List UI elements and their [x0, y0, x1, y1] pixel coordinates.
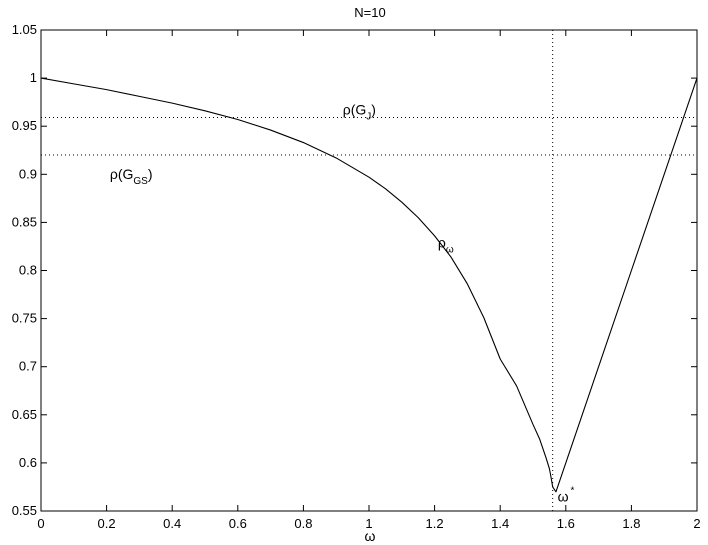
y-tick-label: 0.55: [12, 503, 37, 518]
annotation-rho-ggs: ρ(GGS): [110, 166, 153, 187]
x-tick-label: 2: [693, 516, 700, 531]
y-tick-label: 1.05: [12, 22, 37, 37]
annotation-base: ω: [558, 488, 569, 504]
x-tick-label: 0.6: [229, 516, 247, 531]
annotation-tail: ): [371, 102, 376, 118]
x-tick-label: 0.8: [294, 516, 312, 531]
annotation-superscript: *: [571, 485, 575, 496]
y-tick-label: 0.65: [12, 407, 37, 422]
y-tick-label: 1: [30, 70, 37, 85]
annotation-subscript: ω: [446, 244, 454, 255]
annotation-tail: ): [148, 166, 153, 182]
series-line-rho-omega: [40, 77, 698, 493]
x-tick-label: 0.4: [163, 516, 181, 531]
y-tick-label: 0.6: [19, 455, 37, 470]
y-tick-label: 0.9: [19, 166, 37, 181]
y-axis-ticks: 0.55 0.6 0.65 0.7 0.75 0.8 0.85 0.9 0.95 1 1.05: [12, 22, 697, 518]
annotation-subscript: J: [366, 112, 371, 123]
annotation-base: ρ(G: [110, 166, 134, 182]
annotation-subscript: GS: [133, 176, 148, 187]
x-tick-label: 1.6: [557, 516, 575, 531]
x-tick-label: 1.8: [622, 516, 640, 531]
y-tick-label: 0.7: [19, 359, 37, 374]
x-tick-label: 1: [365, 516, 372, 531]
annotation-layer: ρ(GJ)ρ(GGS)ρωω *: [110, 102, 575, 505]
annotation-rho-gj: ρ(GJ): [343, 102, 376, 123]
reference-lines: [41, 30, 697, 511]
y-tick-label: 0.75: [12, 311, 37, 326]
series-layer: [40, 77, 698, 493]
annotation-base: ρ(G: [343, 102, 367, 118]
x-tick-label: 1.4: [491, 516, 509, 531]
annotation-rho-omega: ρω: [438, 234, 454, 255]
x-axis-label: ω: [365, 528, 376, 544]
y-tick-label: 0.8: [19, 263, 37, 278]
annotation-omega-star: ω *: [558, 485, 575, 504]
chart-title: N=10: [354, 5, 385, 20]
x-tick-label: 1.2: [426, 516, 444, 531]
annotation-base: ρ: [438, 234, 446, 250]
y-tick-label: 0.85: [12, 214, 37, 229]
y-tick-label: 0.95: [12, 118, 37, 133]
x-axis-ticks: 0 0.2 0.4 0.6 0.8 1 1.2 1.4 1.6 1.8 2: [37, 30, 701, 531]
x-tick-label: 0: [37, 516, 44, 531]
x-tick-label: 0.2: [98, 516, 116, 531]
